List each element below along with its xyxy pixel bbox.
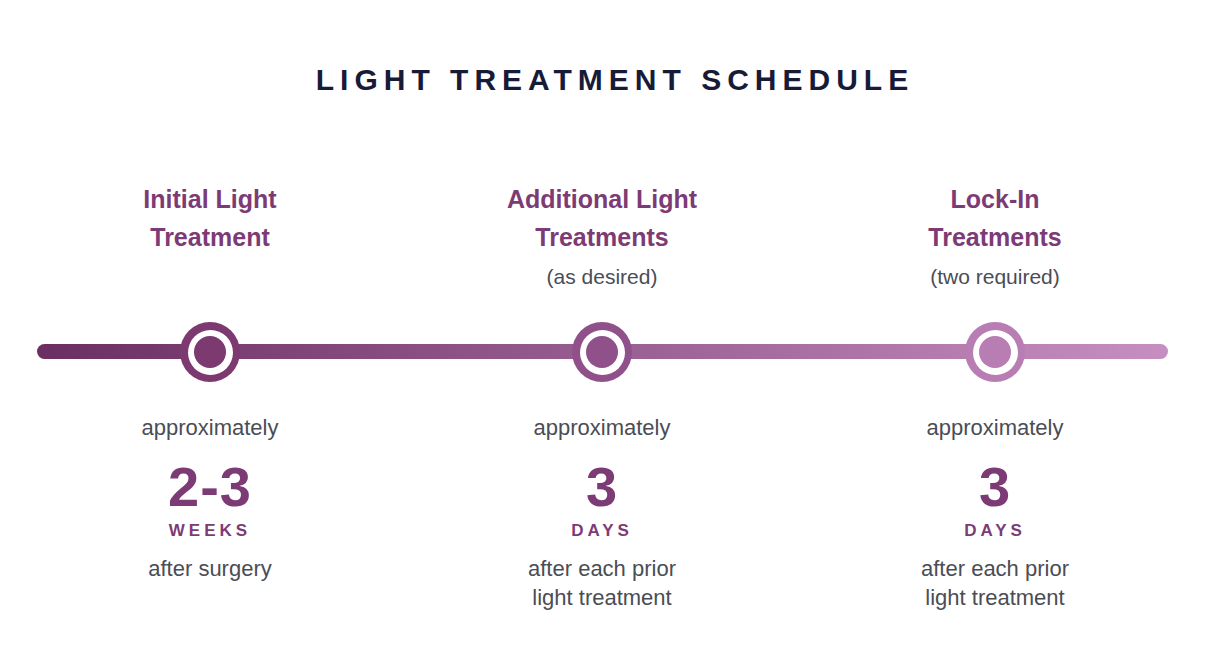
heading-line: Treatment [14,218,406,256]
duration-unit: DAYS [799,519,1191,543]
duration-amount: 3 [799,457,1191,517]
milestone-heading-lock-in: Lock-In Treatments (two required) [799,180,1191,293]
approx-label: approximately [406,412,798,444]
milestone-subnote: (two required) [799,261,1191,293]
heading-line: Lock-In [799,180,1191,218]
heading-line: Initial Light [14,180,406,218]
marker-ring [188,330,233,375]
marker-ring [580,330,625,375]
milestone-heading-additional: Additional Light Treatments (as desired) [406,180,798,293]
heading-line: Treatments [406,218,798,256]
milestone-detail-initial: approximately 2-3 WEEKS after surgery [14,412,406,583]
duration-detail-line: after each prior [406,554,798,583]
duration-detail-line: light treatment [799,583,1191,612]
milestone-subnote: (as desired) [406,261,798,293]
timeline-marker-additional-icon [572,322,632,382]
marker-dot [586,336,618,368]
duration-unit: WEEKS [14,519,406,543]
duration-detail: after each prior light treatment [406,554,798,612]
duration-detail-line: after surgery [14,554,406,583]
approx-label: approximately [799,412,1191,444]
marker-dot [979,336,1011,368]
duration-detail-line: light treatment [406,583,798,612]
milestone-detail-additional: approximately 3 DAYS after each prior li… [406,412,798,612]
marker-ring [973,330,1018,375]
milestone-heading-initial: Initial Light Treatment [14,180,406,261]
milestone-detail-lock-in: approximately 3 DAYS after each prior li… [799,412,1191,612]
heading-line: Treatments [799,218,1191,256]
approx-label: approximately [14,412,406,444]
duration-detail: after surgery [14,554,406,583]
marker-dot [194,336,226,368]
light-treatment-schedule-infographic: LIGHT TREATMENT SCHEDULE Initial Light T… [0,0,1230,652]
timeline-marker-lock-in-icon [965,322,1025,382]
timeline-marker-initial-icon [180,322,240,382]
duration-detail: after each prior light treatment [799,554,1191,612]
duration-detail-line: after each prior [799,554,1191,583]
page-title: LIGHT TREATMENT SCHEDULE [0,63,1230,97]
duration-amount: 3 [406,457,798,517]
duration-amount: 2-3 [14,457,406,517]
heading-line: Additional Light [406,180,798,218]
duration-unit: DAYS [406,519,798,543]
